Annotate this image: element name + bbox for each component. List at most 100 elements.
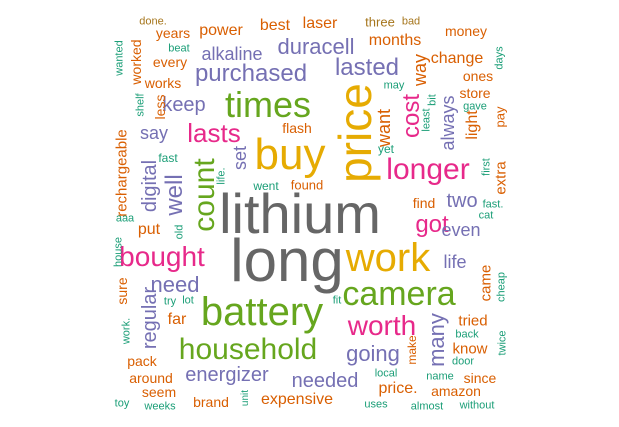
word-put: put [137,221,161,238]
word-tried: tried [458,312,488,330]
word-less: less [152,94,168,120]
word-work: work [345,236,431,280]
word-store: store [459,85,491,101]
word-buy: buy [254,130,326,179]
word-beat: beat [168,42,190,55]
word-gave: gave [463,100,487,113]
word-life: life [443,252,467,272]
word-life-period: life. [215,167,228,185]
word-days: days [493,46,506,70]
word-try: try [163,295,177,308]
word-house: house [112,237,125,267]
word-name: name [426,370,454,383]
word-digital: digital [139,159,161,213]
word-cat: cat [478,209,494,222]
word-expensive: expensive [260,391,334,408]
word-way: way [410,53,430,87]
word-duracell: duracell [277,34,355,59]
word-longer: longer [386,153,470,186]
word-came: came [477,264,495,302]
word-every: every [152,54,188,70]
word-work-period: work. [120,317,133,345]
word-got: got [415,211,449,238]
word-three: three [365,14,395,30]
word-flash: flash [282,120,312,136]
word-aaa: aaa [115,212,135,225]
word-worth: worth [347,310,417,341]
word-laser: laser [302,15,338,32]
word-twice: twice [496,330,509,356]
word-since: since [463,370,497,386]
word-money: money [444,23,488,39]
word-light: light [464,110,481,140]
word-first: first [480,158,493,176]
word-bought: bought [119,241,205,272]
word-needed: needed [291,370,359,392]
word-pay: pay [492,106,508,128]
word-price: price [329,83,381,183]
word-battery: battery [200,290,324,334]
word-even: even [441,220,481,240]
word-household: household [178,333,318,366]
word-without: without [459,399,495,412]
word-many: many [424,313,449,367]
word-far: far [167,311,187,328]
word-power: power [199,22,243,39]
word-pack: pack [127,353,157,369]
word-energizer: energizer [185,364,269,386]
word-two: two [446,190,478,212]
word-say: say [139,123,169,143]
word-works: works [144,75,182,91]
word-lasted: lasted [334,54,400,81]
word-months: months [368,32,422,49]
word-almost: almost [410,400,444,413]
word-extra: extra [492,161,510,195]
word-yet: yet [377,142,395,156]
word-weeks: weeks [144,400,176,413]
word-unit: unit [240,389,251,407]
word-toy: toy [114,397,130,410]
word-around: around [129,370,173,386]
word-well: well [161,174,188,216]
word-fast: fast [158,151,178,165]
word-price-period: price. [378,380,418,397]
word-amazon: amazon [431,383,481,399]
word-back: back [455,328,479,341]
word-keep: keep [162,94,206,116]
word-ones: ones [462,68,494,84]
word-always: always [438,95,458,151]
word-years: years [155,25,191,41]
word-done: done. [139,15,167,28]
word-cheap: cheap [495,272,508,302]
word-shelf: shelf [134,93,147,117]
word-camera: camera [342,275,456,313]
word-sure: sure [114,277,130,305]
word-seem: seem [141,384,177,400]
word-best: best [259,17,291,34]
word-regular: regular [139,286,161,350]
word-old: old [173,224,186,240]
word-make: make [405,335,419,365]
word-fast-period: fast. [482,198,504,211]
word-lot: lot [182,294,194,307]
word-bit: bit [426,94,439,106]
word-lithium: lithium [219,182,381,245]
word-bad: bad [401,15,421,28]
word-times: times [224,84,312,125]
word-door: door [451,355,475,368]
word-lasts: lasts [187,118,241,148]
word-change: change [430,50,484,67]
word-going: going [346,341,400,366]
word-alkaline: alkaline [201,44,263,64]
word-need: need [150,272,200,297]
word-fit: fit [332,294,342,307]
word-purchased: purchased [194,60,308,87]
word-set: set [230,145,250,171]
word-long: long [230,227,344,294]
word-rechargeable: rechargeable [113,129,131,217]
word-went: went [253,179,279,193]
word-local: local [374,367,398,380]
word-may: may [383,79,405,92]
word-brand: brand [193,394,229,410]
